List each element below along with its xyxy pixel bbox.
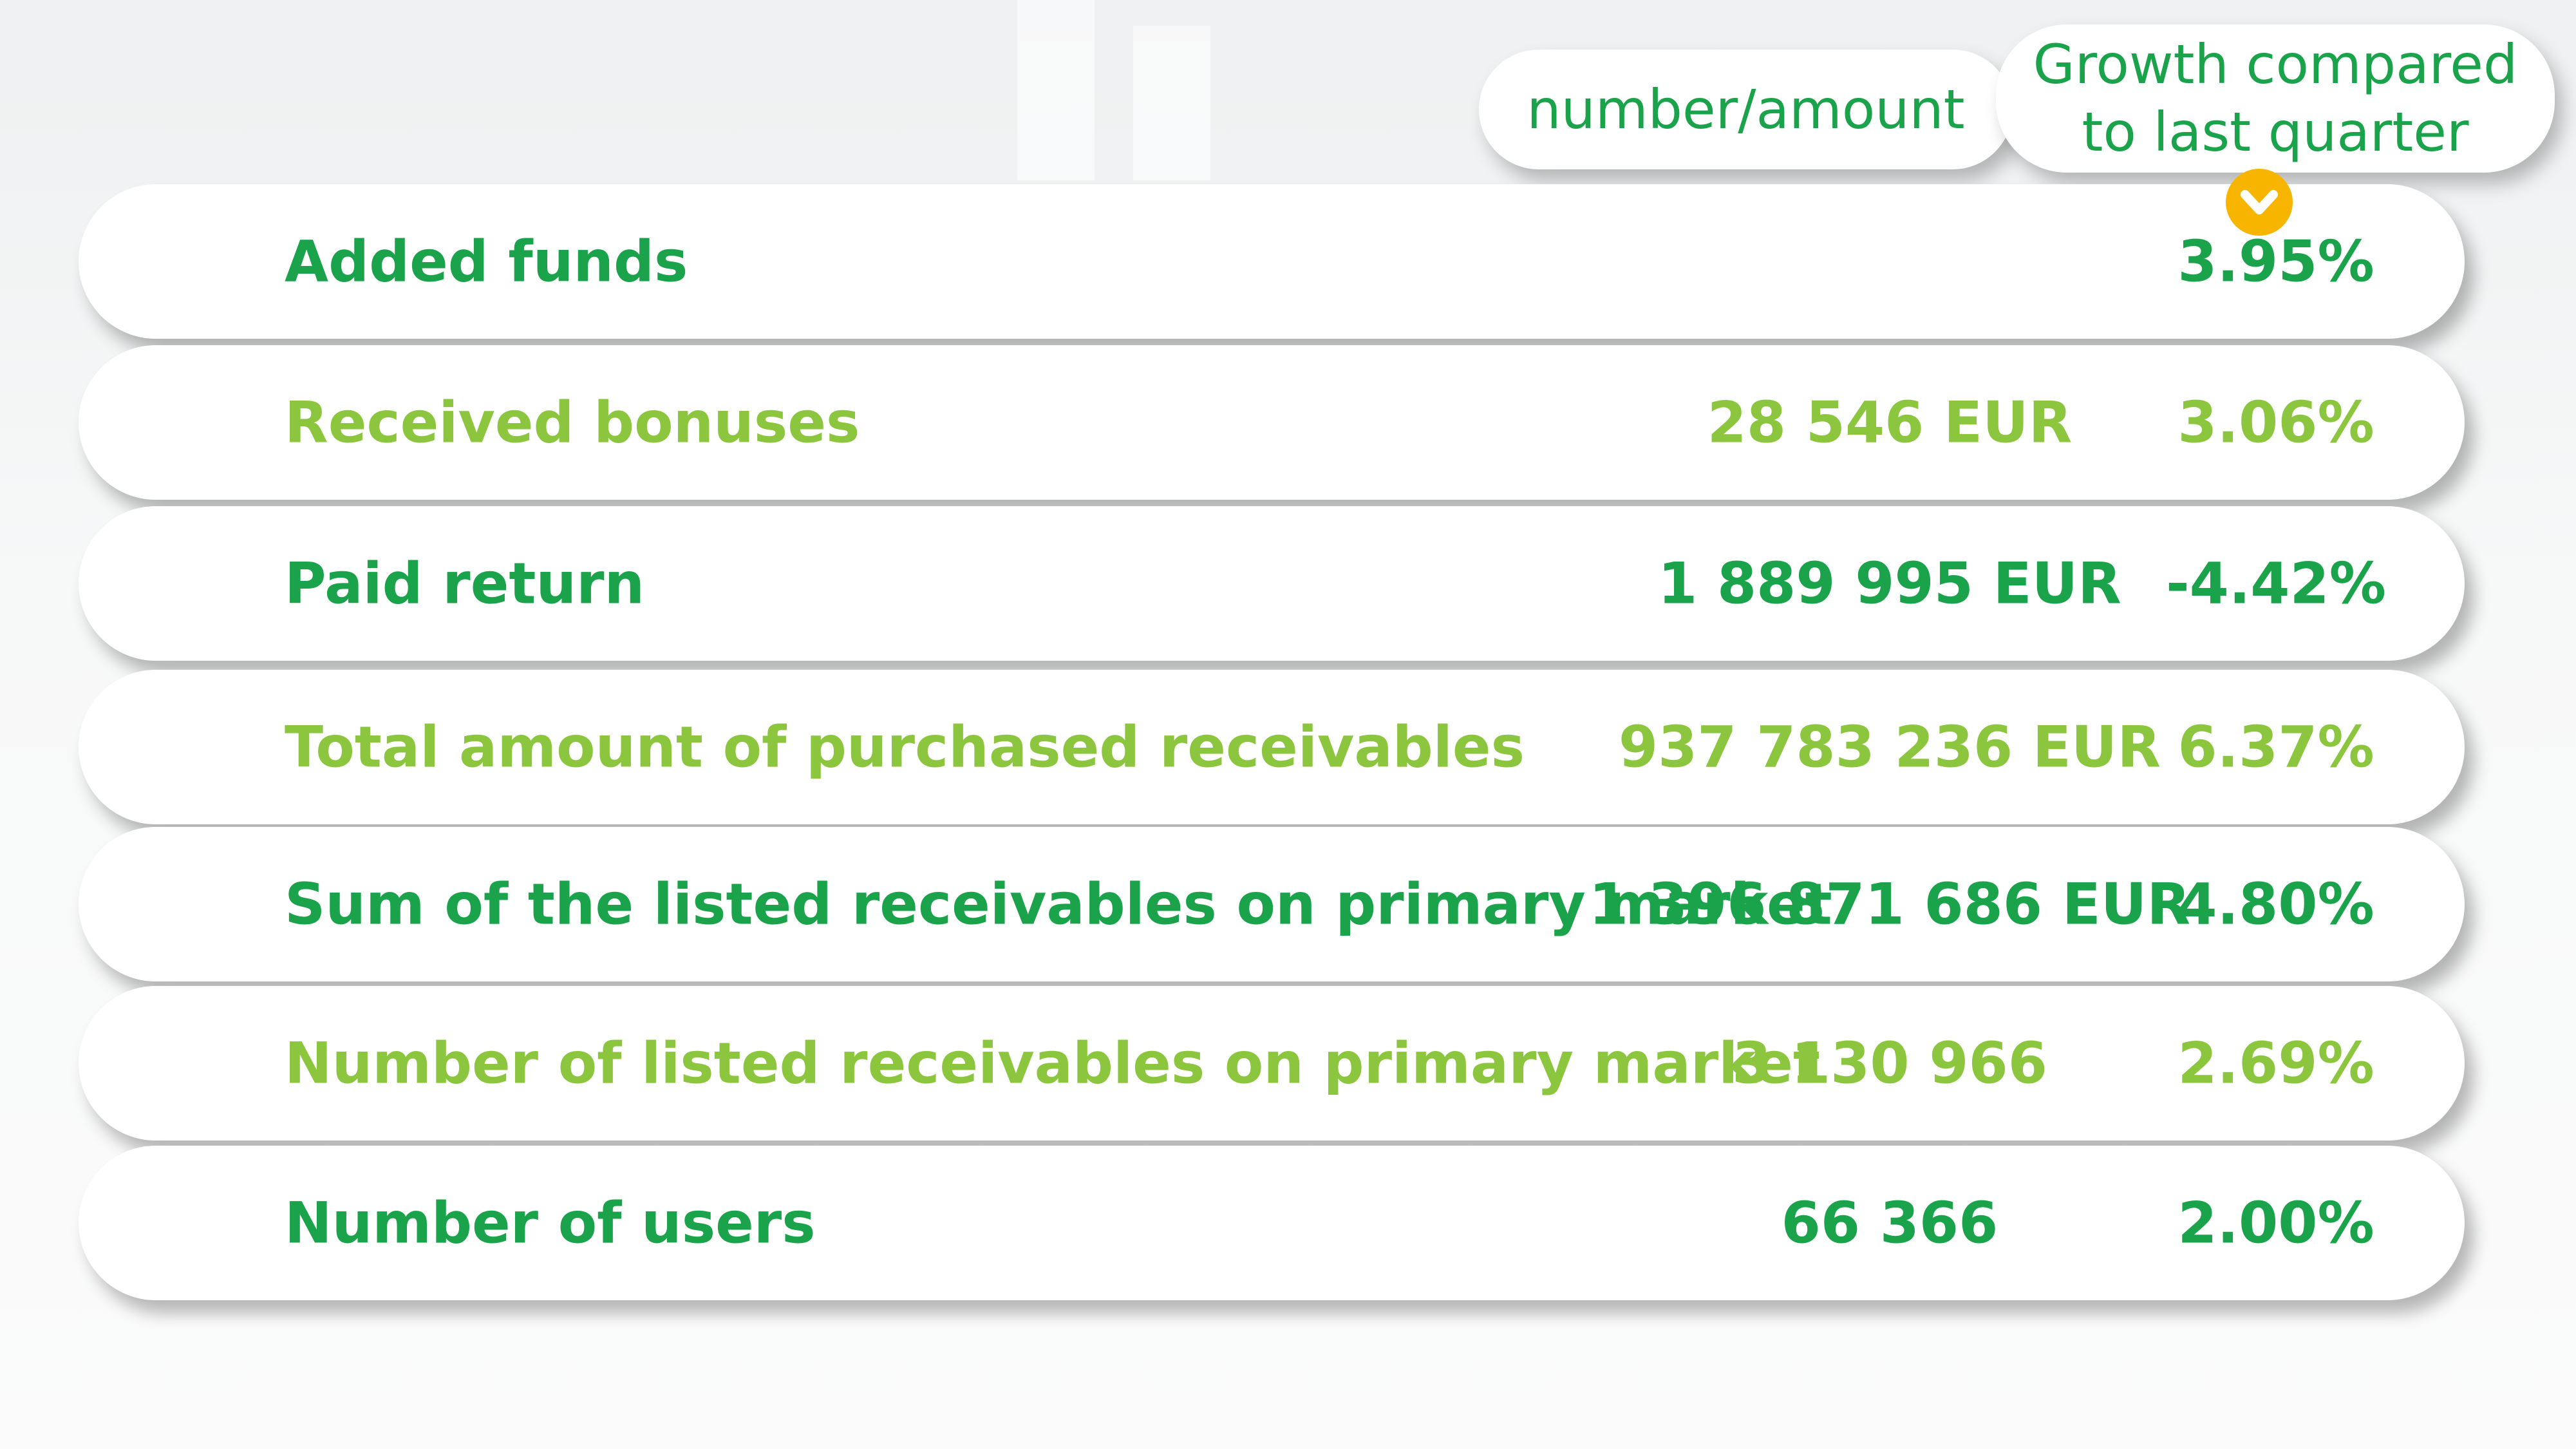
column-header: Growth compared to last quarter [1996,24,2555,173]
table-row: Number of listed receivables on primary … [79,986,2465,1141]
row-label: Sum of the listed receivables on primary… [285,871,1832,938]
row-growth: 3.95% [2177,228,2374,295]
table-row: Added funds 3.95% [79,184,2465,339]
table-row: Number of users 66 366 2.00% [79,1146,2465,1300]
row-label: Number of listed receivables on primary … [285,1030,1821,1097]
table-row: Sum of the listed receivables on primary… [79,827,2465,981]
row-amount: 1 396 871 686 EUR [1588,871,2191,938]
column-header: number/amount [1479,50,2013,169]
row-label: Total amount of purchased receivables [285,714,1525,781]
row-label: Received bonuses [285,389,860,456]
column-header-text: number/amount [1527,77,1965,141]
row-amount: 1 889 995 EUR [1658,550,2121,617]
row-growth: 2.00% [2177,1189,2374,1256]
background-decoration [1017,0,1095,180]
chevron-icon [2226,169,2293,236]
row-amount: 3 130 966 [1732,1030,2047,1097]
row-amount: 28 546 EUR [1707,389,2073,456]
background-decoration [1133,26,1210,180]
row-growth: 4.80% [2177,871,2374,938]
table-row: Total amount of purchased receivables 937… [79,670,2465,824]
row-amount: 937 783 236 EUR [1618,714,2161,781]
row-label: Number of users [285,1189,816,1256]
column-header-text: Growth compared to last quarter [2033,33,2518,164]
row-amount: 66 366 [1781,1189,1998,1256]
row-label: Paid return [285,550,645,617]
row-growth: 3.06% [2177,389,2374,456]
chevron [2241,190,2278,214]
table-row: Received bonuses 28 546 EUR 3.06% [79,345,2465,500]
row-growth: -4.42% [2166,550,2386,617]
table-row: Paid return 1 889 995 EUR -4.42% [79,506,2465,661]
row-growth: 2.69% [2177,1030,2374,1097]
row-label: Added funds [285,228,688,295]
row-growth: 6.37% [2177,714,2374,781]
